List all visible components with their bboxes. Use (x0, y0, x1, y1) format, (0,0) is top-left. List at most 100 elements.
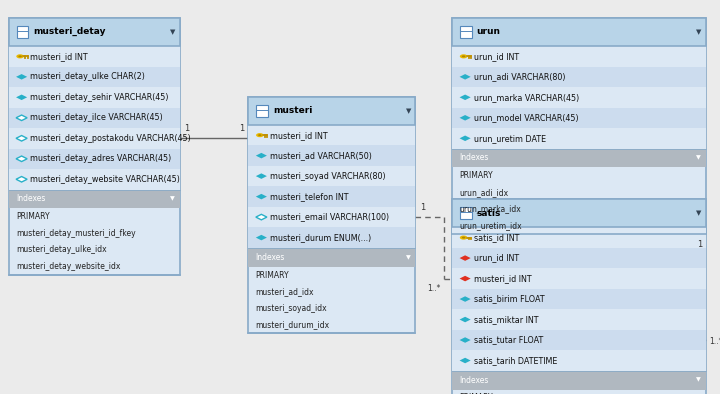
Text: musteri_id INT: musteri_id INT (270, 131, 328, 139)
Polygon shape (459, 95, 471, 100)
Bar (9, 190, 180, 208)
Text: musteri_email VARCHAR(100): musteri_email VARCHAR(100) (270, 213, 389, 221)
FancyBboxPatch shape (17, 26, 28, 38)
Bar (9, 46, 180, 67)
Text: 1..*: 1..* (709, 337, 720, 346)
Text: satis_id INT: satis_id INT (474, 233, 519, 242)
Text: musteri_soyad VARCHAR(80): musteri_soyad VARCHAR(80) (270, 172, 386, 180)
Polygon shape (459, 276, 471, 281)
Bar (452, 371, 706, 390)
Bar (452, 87, 706, 108)
Text: ▼: ▼ (696, 156, 701, 160)
FancyBboxPatch shape (452, 199, 706, 227)
Text: urun_id INT: urun_id INT (474, 254, 519, 262)
Polygon shape (256, 194, 267, 199)
Circle shape (460, 54, 467, 58)
Text: ▼: ▼ (696, 29, 701, 35)
Bar (452, 350, 706, 371)
Text: urun_marka VARCHAR(45): urun_marka VARCHAR(45) (474, 93, 579, 102)
FancyBboxPatch shape (256, 105, 268, 117)
Bar (9, 67, 180, 87)
Text: 1: 1 (697, 240, 702, 249)
Text: musteri_detay_ulke CHAR(2): musteri_detay_ulke CHAR(2) (30, 72, 145, 81)
Text: musteri_detay_website_idx: musteri_detay_website_idx (16, 262, 120, 271)
Circle shape (462, 56, 465, 57)
Bar (452, 268, 706, 289)
Circle shape (462, 237, 465, 238)
Text: 1..*: 1..* (427, 284, 441, 293)
Text: musteri_soyad_idx: musteri_soyad_idx (256, 304, 327, 312)
Bar (9, 149, 180, 169)
Bar (452, 309, 706, 330)
Bar (452, 248, 706, 268)
Text: 1: 1 (420, 203, 425, 212)
Text: 1: 1 (184, 124, 189, 133)
Text: musteri_id INT: musteri_id INT (30, 52, 88, 61)
Text: ▼: ▼ (170, 29, 176, 35)
Polygon shape (256, 153, 267, 158)
FancyBboxPatch shape (460, 207, 472, 219)
Text: musteri_detay: musteri_detay (33, 27, 106, 37)
Text: musteri_detay_website VARCHAR(45): musteri_detay_website VARCHAR(45) (30, 175, 180, 184)
Polygon shape (459, 337, 471, 343)
FancyBboxPatch shape (452, 18, 706, 234)
Polygon shape (459, 255, 471, 261)
Polygon shape (459, 317, 471, 322)
Bar (248, 145, 415, 166)
Text: musteri: musteri (273, 106, 312, 115)
Bar (248, 248, 415, 267)
FancyBboxPatch shape (248, 97, 415, 125)
FancyBboxPatch shape (452, 18, 706, 46)
Polygon shape (256, 173, 267, 179)
Text: musteri_detay_postakodu VARCHAR(45): musteri_detay_postakodu VARCHAR(45) (30, 134, 191, 143)
Text: urun_uretim DATE: urun_uretim DATE (474, 134, 546, 143)
Text: PRIMARY: PRIMARY (16, 212, 50, 221)
Polygon shape (16, 177, 27, 182)
Circle shape (258, 134, 261, 136)
Text: ▼: ▼ (405, 108, 411, 114)
Bar (248, 186, 415, 207)
Polygon shape (16, 136, 27, 141)
Text: urun_adi_idx: urun_adi_idx (459, 188, 508, 197)
Text: musteri_durum ENUM(...): musteri_durum ENUM(...) (270, 233, 372, 242)
Text: musteri_ad VARCHAR(50): musteri_ad VARCHAR(50) (270, 151, 372, 160)
Text: urun_marka_idx: urun_marka_idx (459, 204, 521, 213)
Polygon shape (459, 296, 471, 302)
Bar (9, 108, 180, 128)
FancyBboxPatch shape (248, 97, 415, 333)
Bar (452, 149, 706, 167)
Text: satis_birim FLOAT: satis_birim FLOAT (474, 295, 544, 303)
Text: musteri_telefon INT: musteri_telefon INT (270, 192, 348, 201)
Text: musteri_detay_ilce VARCHAR(45): musteri_detay_ilce VARCHAR(45) (30, 113, 163, 122)
FancyBboxPatch shape (9, 18, 180, 46)
Polygon shape (16, 95, 27, 100)
Text: musteri_ad_idx: musteri_ad_idx (256, 287, 314, 296)
Bar (452, 289, 706, 309)
Text: urun_model VARCHAR(45): urun_model VARCHAR(45) (474, 113, 578, 122)
Text: urun_id INT: urun_id INT (474, 52, 519, 61)
Polygon shape (16, 115, 27, 121)
Polygon shape (459, 136, 471, 141)
Text: musteri_id INT: musteri_id INT (474, 274, 531, 283)
Text: satis: satis (477, 209, 501, 217)
Polygon shape (16, 74, 27, 80)
Text: musteri_durum_idx: musteri_durum_idx (256, 320, 330, 329)
Bar (9, 87, 180, 108)
Bar (248, 207, 415, 227)
Bar (452, 46, 706, 67)
Bar (9, 128, 180, 149)
Circle shape (17, 54, 24, 58)
Polygon shape (459, 115, 471, 121)
FancyBboxPatch shape (9, 18, 180, 275)
Text: satis_miktar INT: satis_miktar INT (474, 315, 539, 324)
Text: musteri_detay_ulke_idx: musteri_detay_ulke_idx (16, 245, 107, 254)
Bar (452, 108, 706, 128)
Text: musteri_detay_sehir VARCHAR(45): musteri_detay_sehir VARCHAR(45) (30, 93, 168, 102)
Text: PRIMARY: PRIMARY (256, 271, 289, 279)
Text: Indexes: Indexes (16, 195, 45, 203)
Bar (9, 169, 180, 190)
Text: ▼: ▼ (406, 255, 410, 260)
Bar (248, 227, 415, 248)
Bar (452, 227, 706, 248)
Polygon shape (16, 156, 27, 162)
